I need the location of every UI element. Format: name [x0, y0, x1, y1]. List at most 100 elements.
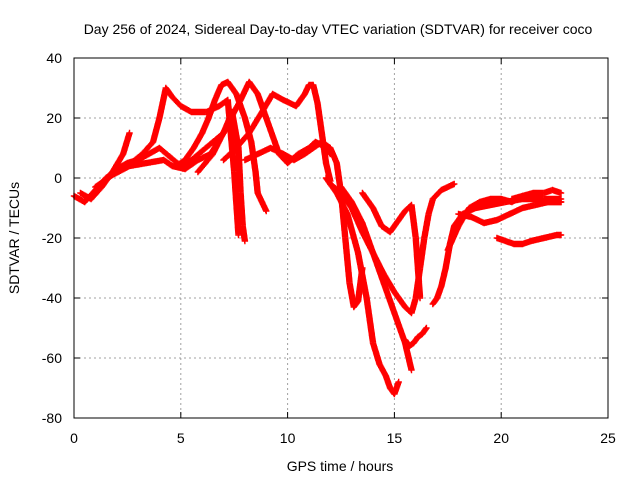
data-point-run — [333, 189, 350, 217]
data-point — [263, 207, 270, 215]
data-point-run — [267, 144, 286, 157]
data-point-run — [408, 201, 419, 240]
data-point-run — [438, 266, 449, 290]
data-point-run — [292, 91, 308, 110]
data-point — [423, 324, 430, 332]
y-axis-label: SDTVAR / TECUs — [6, 182, 22, 294]
data-point-run — [444, 223, 462, 254]
data-point-run — [209, 122, 231, 158]
y-tick-label: 0 — [54, 170, 62, 186]
x-axis-label: GPS time / hours — [287, 458, 394, 474]
data-point-run — [327, 144, 340, 165]
data-point-run — [412, 234, 424, 300]
data-point-run — [149, 116, 163, 146]
data-point-run — [246, 109, 265, 137]
data-point-run — [199, 116, 212, 137]
y-tick-label: -60 — [42, 350, 62, 366]
data-point-run — [220, 145, 239, 164]
data-point — [557, 189, 565, 197]
data-point-run — [188, 148, 205, 164]
y-tick-label: -40 — [42, 290, 62, 306]
series-track-11 — [337, 183, 415, 374]
series-track-8 — [241, 138, 366, 311]
y-tick-label: 20 — [46, 110, 62, 126]
data-point-run — [433, 284, 445, 302]
data-point-run — [139, 139, 156, 158]
data-point-run — [419, 325, 429, 338]
data-point-run — [369, 204, 385, 229]
data-point — [451, 180, 458, 188]
data-point-run — [254, 145, 273, 158]
data-point-run — [348, 198, 365, 226]
data-point-run — [391, 288, 408, 310]
series-track-16 — [493, 231, 565, 248]
data-point-run — [199, 139, 216, 155]
series-track-13 — [429, 195, 565, 308]
data-point-run — [382, 372, 393, 390]
data-point-run — [92, 172, 115, 191]
data-point-run — [177, 102, 194, 115]
series-track-12 — [359, 189, 424, 302]
data-point-run — [124, 151, 145, 170]
data-point-run — [327, 180, 344, 196]
data-point-run — [391, 380, 402, 398]
data-point-run — [258, 91, 276, 116]
data-points — [70, 78, 565, 398]
series-track-7 — [220, 81, 334, 185]
data-point-run — [342, 234, 353, 285]
data-point — [235, 231, 242, 239]
data-point-run — [181, 145, 197, 164]
y-tick-label: -20 — [42, 230, 62, 246]
data-point-run — [169, 93, 184, 109]
data-point — [241, 237, 249, 245]
data-point-run — [194, 151, 216, 176]
data-point — [557, 198, 565, 206]
data-point-run — [359, 189, 376, 211]
data-point-run — [359, 219, 376, 255]
series-track-18 — [401, 324, 430, 350]
data-point-run — [314, 99, 325, 135]
data-point — [408, 366, 415, 374]
data-point-run — [211, 83, 225, 104]
data-point-run — [252, 168, 261, 195]
series-track-9 — [322, 174, 402, 398]
series-track-5 — [173, 78, 270, 215]
data-point-run — [493, 211, 512, 224]
data-point-run — [194, 151, 213, 164]
data-point-run — [380, 279, 398, 315]
data-point — [395, 378, 402, 386]
y-tick-labels: 40 20 0 -20 -40 -60 -80 — [42, 50, 62, 426]
data-point-run — [363, 294, 377, 345]
x-tick-label: 0 — [70, 430, 78, 446]
grid — [74, 58, 608, 418]
x-tick-labels: 0 5 10 15 20 25 — [70, 430, 616, 446]
data-point-run — [438, 181, 457, 194]
data-point-run — [241, 151, 260, 164]
data-point-run — [156, 86, 169, 122]
data-point — [557, 231, 565, 239]
data-point-run — [310, 81, 321, 105]
data-point-run — [344, 210, 361, 255]
data-point-run — [290, 151, 307, 164]
data-point-run — [224, 78, 239, 97]
data-point-run — [231, 168, 242, 237]
x-tick-label: 20 — [493, 430, 509, 446]
data-point-run — [233, 130, 252, 152]
x-tick-label: 10 — [280, 430, 296, 446]
chart-title: Day 256 of 2024, Sidereal Day-to-day VTE… — [84, 21, 593, 37]
series-track-15 — [455, 198, 565, 227]
x-tick-label: 15 — [387, 430, 403, 446]
data-point-run — [87, 184, 105, 203]
data-point-run — [386, 217, 402, 236]
data-point-run — [190, 130, 205, 152]
data-point-run — [354, 249, 370, 300]
data-point-run — [269, 90, 286, 103]
data-point-run — [205, 98, 218, 122]
data-point-run — [119, 131, 133, 158]
series-track-17 — [508, 186, 565, 203]
data-point-run — [369, 249, 387, 285]
data-point-run — [246, 78, 261, 97]
data-point-run — [468, 213, 487, 226]
data-point-run — [408, 296, 419, 317]
